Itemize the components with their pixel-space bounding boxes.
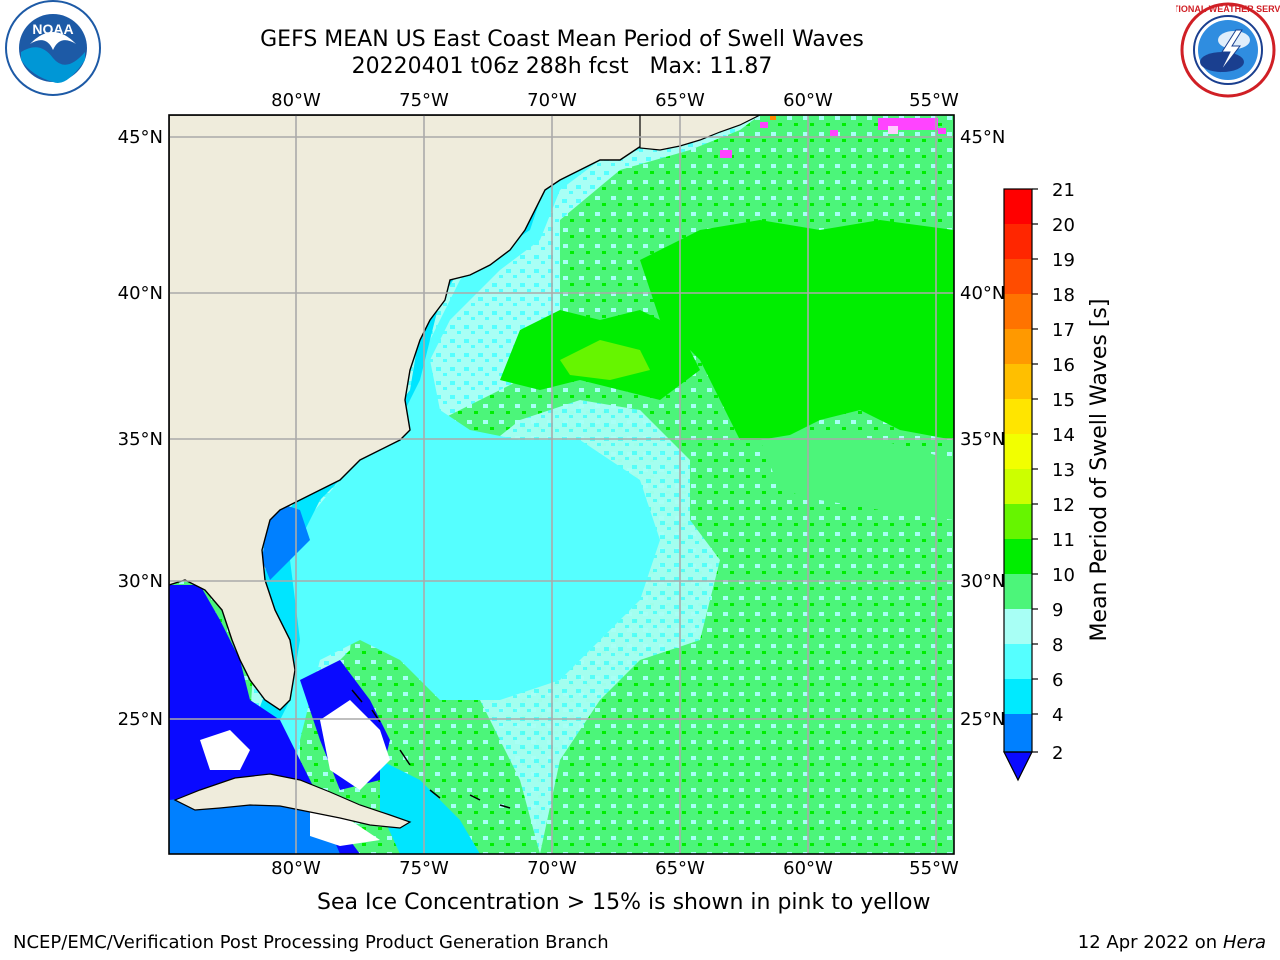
- lat-label-right: 25°N: [960, 709, 1005, 730]
- colorbar-tick: 20: [1052, 215, 1075, 236]
- footer-credit: NCEP/EMC/Verification Post Processing Pr…: [13, 932, 609, 953]
- map-gridlines: [169, 115, 954, 854]
- colorbar-tick: 21: [1052, 180, 1075, 201]
- colorbar-tick: 18: [1052, 285, 1075, 306]
- lon-label-top: 55°W: [909, 90, 959, 111]
- map-frame: [168, 114, 955, 855]
- lon-label-bottom: 65°W: [655, 858, 705, 879]
- svg-text:NOAA: NOAA: [32, 21, 73, 37]
- lon-label-bottom: 75°W: [399, 858, 449, 879]
- map-field: [169, 115, 954, 854]
- lon-label-bottom: 70°W: [527, 858, 577, 879]
- colorbar-tick: 11: [1052, 530, 1075, 551]
- lon-labels-bottom: 80°W 75°W 70°W 65°W 60°W 55°W: [271, 858, 959, 879]
- colorbar-tick: 16: [1052, 355, 1075, 376]
- colorbar-tick: 8: [1052, 635, 1063, 656]
- svg-text:NATIONAL WEATHER SERVICE: NATIONAL WEATHER SERVICE: [1176, 4, 1280, 14]
- footer-date-text: 12 Apr 2022 on: [1077, 932, 1223, 953]
- sea-ice-caption: Sea Ice Concentration > 15% is shown in …: [317, 890, 931, 915]
- colorbar-tick: 10: [1052, 565, 1075, 586]
- colorbar-tick: 19: [1052, 250, 1075, 271]
- lon-label-bottom: 80°W: [271, 858, 321, 879]
- swell-8-9-region: [240, 120, 680, 854]
- lat-label-right: 30°N: [960, 571, 1005, 592]
- nws-logo-icon: NATIONAL WEATHER SERVICE: [1176, 2, 1280, 98]
- footer-machine: Hera: [1222, 932, 1266, 953]
- colorbar-tick: 15: [1052, 390, 1075, 411]
- lat-label-left: 35°N: [118, 429, 163, 450]
- lon-label-bottom: 55°W: [909, 858, 959, 879]
- colorbar-tick: 9: [1052, 600, 1063, 621]
- colorbar-tick: 4: [1052, 705, 1063, 726]
- colorbar-tick: 2: [1052, 743, 1063, 764]
- lat-labels-left: 45°N 40°N 35°N 30°N 25°N: [118, 127, 163, 730]
- land-cuba: [173, 773, 412, 829]
- noaa-logo-icon: NOAA: [5, 0, 101, 96]
- lat-labels-right: 45°N 40°N 35°N 30°N 25°N: [960, 127, 1005, 730]
- lon-label-bottom: 60°W: [783, 858, 833, 879]
- lat-label-right: 35°N: [960, 429, 1005, 450]
- sea-ice-marks: [720, 116, 946, 158]
- chart-title: GEFS MEAN US East Coast Mean Period of S…: [260, 27, 864, 52]
- colorbar-tick: 12: [1052, 495, 1075, 516]
- lat-label-right: 40°N: [960, 283, 1005, 304]
- lat-label-right: 45°N: [960, 127, 1005, 148]
- lon-label-top: 75°W: [399, 90, 449, 111]
- lat-label-left: 25°N: [118, 709, 163, 730]
- colorbar-label: Mean Period of Swell Waves [s]: [1087, 299, 1112, 642]
- lon-label-top: 60°W: [783, 90, 833, 111]
- colorbar-tick: 17: [1052, 320, 1075, 341]
- colorbar-tick: 14: [1052, 425, 1075, 446]
- colorbar-tick-labels: 21 20 19 18 17 16 15 14 13 12 11 10 9 8 …: [1052, 180, 1075, 764]
- lat-label-left: 30°N: [118, 571, 163, 592]
- lon-labels-top: 80°W 75°W 70°W 65°W 60°W 55°W: [271, 90, 959, 111]
- lat-label-left: 40°N: [118, 283, 163, 304]
- colorbar-tick: 13: [1052, 460, 1075, 481]
- colorbar: 21 20 19 18 17 16 15 14 13 12 11 10 9 8 …: [1003, 180, 1112, 782]
- colorbar-tick: 6: [1052, 670, 1063, 691]
- lon-label-top: 80°W: [271, 90, 321, 111]
- footer-date: 12 Apr 2022 on Hera: [1078, 932, 1266, 953]
- lon-label-top: 65°W: [655, 90, 705, 111]
- lon-label-top: 70°W: [527, 90, 577, 111]
- chart-subtitle: 20220401 t06z 288h fcst Max: 11.87: [351, 54, 773, 79]
- lat-label-left: 45°N: [118, 127, 163, 148]
- land-canada: [639, 115, 761, 151]
